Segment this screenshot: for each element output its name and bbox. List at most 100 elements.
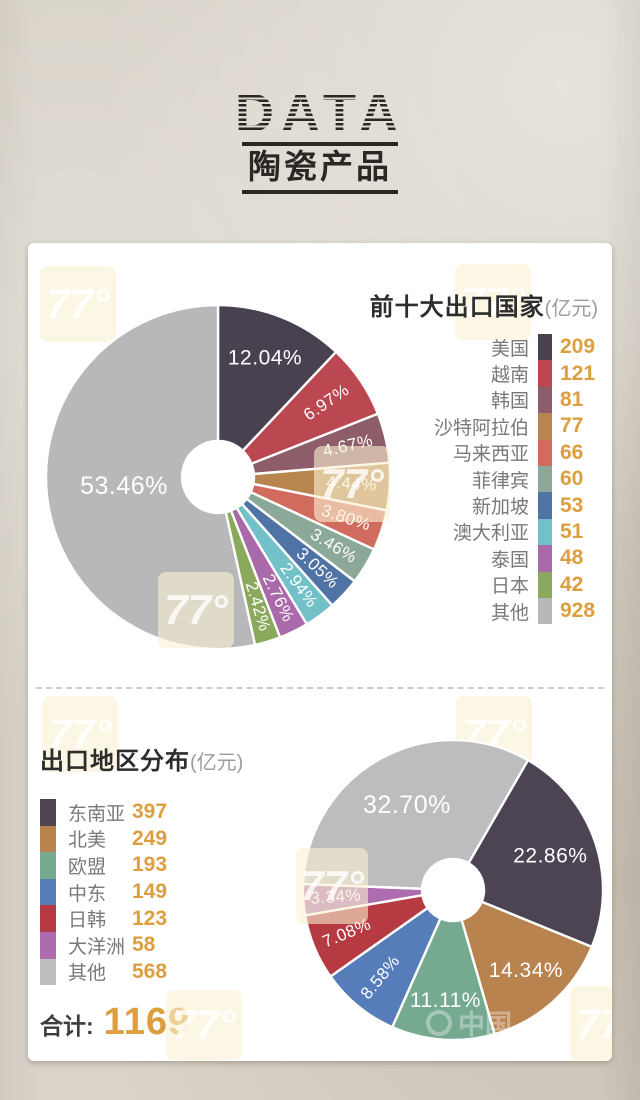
legend-value: 81 — [560, 387, 584, 411]
legend-swatch — [538, 386, 552, 414]
legend-value: 121 — [560, 361, 596, 385]
legend-top-countries: 美国 209 越南 121 韩国 81 沙特阿拉伯 77 马来西亚 66 菲律宾 60 新加坡 53 澳大利… — [364, 334, 600, 625]
legend-label: 其他 — [68, 963, 107, 985]
pie-chart-regions: 22.86%14.34%11.11%8.58%7.08%3.34%32.70% — [301, 738, 605, 1042]
legend-label: 东南亚 — [68, 803, 126, 825]
legend-label: 菲律宾 — [471, 470, 529, 492]
legend-value: 42 — [560, 572, 584, 596]
page-title: 陶瓷产品 — [242, 142, 398, 195]
pie-slice-label: 53.46% — [80, 472, 168, 500]
legend-label: 沙特阿拉伯 — [433, 417, 529, 439]
legend-row: 大洋洲 58 — [40, 931, 230, 959]
content-card: 77° 77° 12.04% 6.97% 4.67% 4.44% 3.80% 3.46% 3… — [28, 243, 612, 1061]
legend-swatch — [538, 413, 552, 440]
pie-chart-top-countries: 12.04%6.97%4.67%4.44%3.80%3.46%3.05%2.94… — [44, 303, 392, 651]
pie-slice-label: 32.70% — [363, 791, 451, 819]
legend-value: 123 — [132, 906, 168, 930]
legend-row: 泰国 48 — [364, 545, 600, 572]
legend-value: 149 — [132, 880, 168, 904]
pie-slice-label: 12.04% — [228, 346, 302, 369]
total-row: 合计: 1169 — [40, 1001, 190, 1044]
legend-swatch — [40, 852, 56, 879]
legend-label: 欧盟 — [68, 856, 107, 878]
legend-value: 397 — [132, 800, 168, 824]
legend-swatch — [538, 597, 552, 625]
legend-value: 568 — [132, 959, 168, 983]
legend-swatch — [538, 518, 552, 546]
legend-value: 193 — [132, 853, 168, 877]
legend-swatch — [40, 878, 56, 906]
legend-row: 沙特阿拉伯 77 — [364, 413, 600, 440]
legend-value: 58 — [132, 933, 156, 957]
legend-row: 韩国 81 — [364, 386, 600, 414]
pie-slice-label: 22.86% — [513, 844, 587, 867]
legend-row: 美国 209 — [364, 334, 600, 361]
pie-slice — [460, 900, 593, 1036]
legend-swatch — [40, 931, 56, 959]
legend-row: 澳大利亚 51 — [364, 518, 600, 546]
legend-label: 日韩 — [68, 910, 107, 932]
chart-title-top-countries: 前十大出口国家(亿元) — [370, 287, 598, 322]
legend-value: 60 — [560, 467, 584, 491]
legend-row: 马来西亚 66 — [364, 439, 600, 466]
legend-swatch — [538, 571, 552, 598]
legend-row: 日本 42 — [364, 571, 600, 598]
legend-value: 928 — [560, 599, 596, 623]
legend-swatch — [538, 465, 552, 493]
legend-label: 其他 — [490, 602, 529, 624]
legend-swatch — [538, 545, 552, 572]
legend-swatch — [538, 492, 552, 519]
chart-unit-label: (亿元) — [544, 298, 598, 320]
legend-label: 越南 — [490, 365, 529, 387]
legend-swatch — [40, 958, 56, 986]
legend-row: 其他 928 — [364, 597, 600, 625]
legend-label: 韩国 — [490, 391, 529, 413]
chart-title-text: 前十大出口国家 — [369, 294, 545, 321]
legend-value: 209 — [560, 335, 596, 359]
chart-title-text: 出口地区分布 — [40, 748, 190, 775]
legend-label: 澳大利亚 — [452, 523, 529, 545]
header: DATA 陶瓷产品 — [0, 82, 640, 195]
dashed-divider — [36, 687, 604, 689]
legend-row: 新加坡 53 — [364, 492, 600, 519]
legend-row: 欧盟 193 — [40, 852, 230, 879]
chart-title-regions: 出口地区分布(亿元) — [40, 741, 243, 776]
legend-label: 新加坡 — [471, 497, 529, 519]
legend-value: 77 — [560, 414, 584, 438]
legend-swatch — [40, 825, 56, 853]
legend-row: 越南 121 — [364, 360, 600, 387]
legend-row: 中东 149 — [40, 878, 230, 906]
legend-label: 北美 — [68, 830, 107, 852]
legend-label: 大洋洲 — [68, 936, 126, 958]
legend-label: 日本 — [490, 576, 529, 598]
legend-swatch — [40, 905, 56, 932]
pie-slice-label: 3.34% — [310, 885, 362, 907]
pie-slice — [216, 303, 338, 453]
legend-swatch — [538, 334, 552, 361]
pie-slice-label: 11.11% — [410, 989, 481, 1012]
pie-slice-label: 14.34% — [489, 959, 563, 982]
data-logo: DATA — [235, 82, 405, 144]
chart-unit-label: (亿元) — [190, 752, 244, 774]
total-value: 1169 — [103, 1001, 191, 1043]
legend-value: 249 — [132, 826, 168, 850]
legend-regions: 东南亚 397 北美 249 欧盟 193 中东 149 日韩 123 大洋洲 58 其他 568 — [40, 799, 230, 986]
legend-swatch — [538, 439, 552, 466]
legend-label: 马来西亚 — [452, 444, 529, 466]
legend-row: 其他 568 — [40, 958, 230, 986]
legend-value: 66 — [560, 440, 584, 464]
legend-swatch — [40, 799, 56, 826]
legend-value: 53 — [560, 493, 584, 517]
total-label: 合计: — [40, 1013, 94, 1039]
legend-label: 泰国 — [490, 549, 529, 571]
legend-row: 东南亚 397 — [40, 799, 230, 826]
legend-swatch — [538, 360, 552, 387]
legend-row: 日韩 123 — [40, 905, 230, 932]
pie-slice — [44, 303, 257, 651]
legend-row: 北美 249 — [40, 825, 230, 853]
legend-row: 菲律宾 60 — [364, 465, 600, 493]
legend-label: 美国 — [490, 338, 529, 360]
legend-label: 中东 — [68, 883, 107, 905]
legend-value: 51 — [560, 519, 584, 543]
